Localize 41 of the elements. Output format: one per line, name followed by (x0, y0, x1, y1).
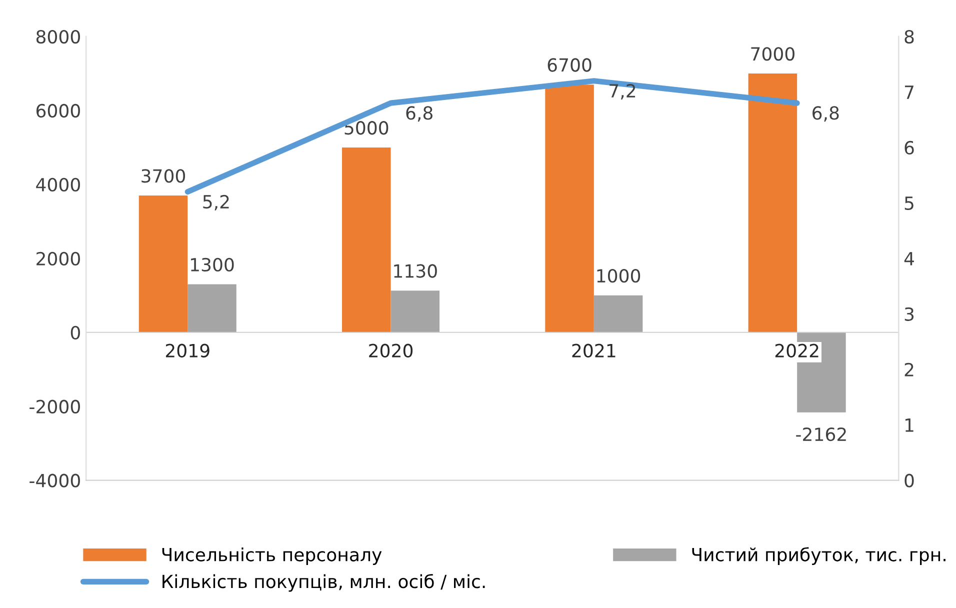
bar (748, 73, 798, 332)
y-tick-label: -4000 (30, 474, 80, 488)
y2-tick-label: 3 (904, 307, 914, 321)
bar (545, 84, 594, 332)
data-label: -2162 (796, 427, 846, 442)
data-label: 3700 (142, 169, 186, 183)
y2-tick-label: 8 (904, 30, 914, 44)
legend-label: Чистий прибуток, тис. грн. (692, 547, 946, 565)
x-tick-label: 2021 (572, 344, 616, 358)
legend-label: Чисельність персоналу (162, 547, 382, 565)
bar (138, 196, 188, 332)
data-label: 6,8 (812, 106, 839, 122)
x-tick-label: 2022 (775, 344, 818, 358)
bar (188, 284, 236, 332)
data-label: 6700 (548, 58, 592, 72)
y-tick-label: 6000 (36, 104, 80, 118)
data-label: 5,2 (203, 194, 229, 210)
data-label: 6,8 (406, 106, 432, 122)
y-tick-label: 2000 (36, 252, 80, 266)
y-tick-label: 8000 (36, 30, 80, 44)
bar (390, 290, 440, 332)
y2-tick-label: 5 (904, 196, 914, 210)
y2-tick-label: 1 (905, 418, 914, 432)
legend-label: Кількість покупців, млн. осіб / міс. (162, 574, 485, 592)
data-label: 7,2 (610, 84, 636, 100)
y2-tick-label: 2 (904, 362, 914, 376)
y2-tick-label: 0 (904, 474, 914, 488)
bar (342, 147, 391, 332)
y2-tick-label: 6 (904, 140, 914, 155)
y-tick-label: 0 (70, 326, 80, 340)
y-tick-label: 4000 (36, 178, 80, 192)
y2-tick-label: 7 (904, 86, 914, 99)
y-tick-label: -2000 (30, 400, 80, 414)
y2-tick-label: 4 (904, 252, 914, 266)
x-tick-label: 2020 (369, 344, 413, 358)
data-label: 1300 (191, 258, 234, 272)
bar (594, 295, 643, 332)
data-label: 1000 (597, 268, 640, 283)
x-tick-label: 2019 (166, 344, 210, 358)
data-label: 7000 (751, 47, 794, 61)
data-label: 1130 (394, 264, 437, 278)
